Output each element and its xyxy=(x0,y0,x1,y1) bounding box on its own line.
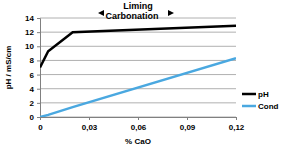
x-tick-label: 0 xyxy=(38,123,43,132)
grid-line xyxy=(40,46,236,47)
y-tick-mark xyxy=(37,89,40,90)
arrow-left xyxy=(98,10,104,16)
x-axis-title: % CaO xyxy=(125,137,151,146)
y-tick-mark xyxy=(37,46,40,47)
x-tick-mark xyxy=(187,117,188,120)
x-tick-mark xyxy=(40,117,41,120)
legend-label: Cond xyxy=(258,102,279,111)
y-tick-label: 4 xyxy=(30,85,35,94)
y-tick: 4 xyxy=(30,85,40,94)
y-tick-label: 2 xyxy=(30,99,35,108)
series-line xyxy=(40,58,236,117)
y-axis-title: pH / mS/cm xyxy=(4,46,13,90)
legend-label: pH xyxy=(258,90,269,99)
series-group xyxy=(40,26,236,117)
y-tick-mark xyxy=(37,18,40,19)
y-tick-label: 0 xyxy=(30,113,35,122)
y-tick-label: 10 xyxy=(25,42,34,51)
y-tick: 0 xyxy=(30,113,40,122)
x-axis-line xyxy=(41,118,237,121)
y-axis-line xyxy=(37,19,41,118)
y-tick-mark xyxy=(37,32,40,33)
y-tick: 10 xyxy=(25,42,40,51)
legend-swatch xyxy=(242,105,256,108)
y-tick-label: 12 xyxy=(25,28,34,37)
arrow-right xyxy=(168,10,174,16)
grid xyxy=(40,18,236,117)
chart: 0 2 4 6 8 10 12 14 0 0,03 0,06 0,09 0,12 pH / mS/cm % … xyxy=(0,0,288,149)
legend-swatch xyxy=(242,93,256,96)
y-tick: 14 xyxy=(25,14,40,23)
legend: pH Cond xyxy=(242,90,279,111)
x-tick-label: 0,09 xyxy=(180,123,196,132)
x-tick: 0 xyxy=(38,117,43,132)
x-tick-mark xyxy=(89,117,90,120)
subtitle: Carbonation xyxy=(106,11,159,21)
x-tick-label: 0,12 xyxy=(229,123,245,132)
x-tick-label: 0,03 xyxy=(82,123,98,132)
y-tick: 6 xyxy=(30,71,40,80)
x-tick-mark xyxy=(138,117,139,120)
y-tick-mark xyxy=(37,60,40,61)
y-tick-mark xyxy=(37,117,40,118)
grid-line xyxy=(40,102,236,103)
y-tick-label: 8 xyxy=(30,56,35,65)
y-tick: 12 xyxy=(25,28,40,37)
grid-line xyxy=(40,32,236,33)
grid-line xyxy=(40,74,236,75)
x-tick: 0,09 xyxy=(180,117,196,132)
x-tick: 0,03 xyxy=(82,117,98,132)
y-tick-label: 6 xyxy=(30,71,35,80)
x-tick: 0,06 xyxy=(131,117,147,132)
x-tick-mark xyxy=(236,117,237,120)
x-tick-label: 0,06 xyxy=(131,123,147,132)
y-tick-mark xyxy=(37,75,40,76)
series-line xyxy=(40,26,236,68)
y-axis: 0 2 4 6 8 10 12 14 xyxy=(25,14,40,122)
y-tick-mark xyxy=(37,103,40,104)
y-tick: 8 xyxy=(30,56,40,65)
grid-line xyxy=(40,60,236,61)
y-tick: 2 xyxy=(30,99,40,108)
title: Liming xyxy=(123,1,153,11)
y-tick-label: 14 xyxy=(25,14,34,23)
x-axis: 0 0,03 0,06 0,09 0,12 xyxy=(38,117,245,132)
x-tick: 0,12 xyxy=(229,117,245,132)
